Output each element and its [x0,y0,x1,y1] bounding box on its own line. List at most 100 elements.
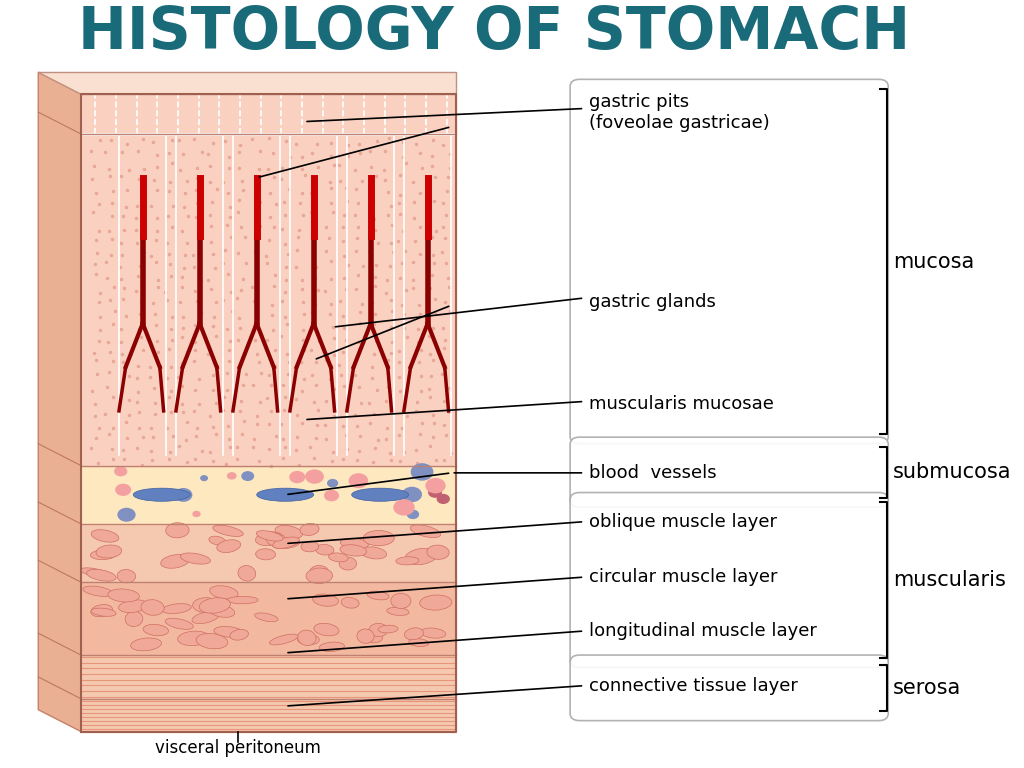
Ellipse shape [319,642,344,651]
Text: longitudinal muscle layer: longitudinal muscle layer [589,622,817,640]
Bar [81,94,456,134]
Ellipse shape [193,598,220,613]
Ellipse shape [329,553,348,562]
Ellipse shape [301,541,318,552]
Ellipse shape [272,539,300,548]
Ellipse shape [256,531,283,541]
Bar [81,655,456,699]
Ellipse shape [387,607,409,615]
Text: muscularis: muscularis [893,570,1006,590]
Ellipse shape [117,570,135,583]
Ellipse shape [143,624,169,636]
Text: blood  vessels: blood vessels [589,464,717,482]
Ellipse shape [298,630,316,646]
Circle shape [401,487,422,502]
Ellipse shape [272,537,299,548]
Ellipse shape [275,525,302,538]
FancyBboxPatch shape [570,437,888,507]
Ellipse shape [90,550,116,560]
Ellipse shape [421,628,445,638]
Ellipse shape [217,540,241,552]
Ellipse shape [96,545,122,558]
Text: serosa: serosa [893,678,962,698]
Ellipse shape [119,600,147,613]
Text: HISTOLOGY OF STOMACH: HISTOLOGY OF STOMACH [78,4,910,61]
Ellipse shape [341,598,359,608]
Ellipse shape [360,547,387,559]
Ellipse shape [108,589,139,602]
Ellipse shape [357,630,382,643]
Circle shape [118,508,135,521]
Ellipse shape [340,545,367,556]
Ellipse shape [309,565,329,581]
Ellipse shape [141,600,164,615]
Bar [81,699,456,732]
Ellipse shape [178,631,210,646]
Bar [81,524,456,582]
Ellipse shape [427,545,450,559]
Ellipse shape [357,629,374,644]
Ellipse shape [312,594,339,606]
Circle shape [411,463,433,481]
Ellipse shape [266,534,287,547]
Text: gastric pits
(foveolae gastricae): gastric pits (foveolae gastricae) [589,93,770,131]
Text: visceral peritoneum: visceral peritoneum [155,739,321,756]
Ellipse shape [91,530,119,542]
Circle shape [305,469,324,484]
Ellipse shape [340,538,369,549]
Circle shape [324,490,339,502]
Ellipse shape [191,611,219,624]
Ellipse shape [165,618,194,629]
Ellipse shape [298,634,319,645]
Circle shape [227,472,237,480]
Ellipse shape [255,613,278,621]
Ellipse shape [269,634,298,645]
Text: gastric glands: gastric glands [589,293,716,310]
Ellipse shape [196,634,227,649]
Bar [81,582,456,655]
Ellipse shape [378,625,398,633]
Ellipse shape [131,638,162,650]
Bar [81,465,456,524]
Ellipse shape [209,536,225,545]
Ellipse shape [315,545,334,555]
Ellipse shape [87,569,116,581]
Circle shape [115,484,131,496]
Ellipse shape [210,586,238,599]
Ellipse shape [411,525,440,538]
FancyBboxPatch shape [570,655,888,720]
Ellipse shape [133,488,190,502]
Ellipse shape [339,557,356,570]
Ellipse shape [396,557,419,565]
FancyBboxPatch shape [570,492,888,667]
Ellipse shape [300,524,319,535]
Ellipse shape [351,488,409,502]
Ellipse shape [306,568,333,584]
Ellipse shape [125,611,142,627]
Ellipse shape [180,553,211,564]
Circle shape [289,471,305,483]
Ellipse shape [208,604,234,617]
Ellipse shape [314,624,339,636]
Text: mucosa: mucosa [893,252,974,272]
Polygon shape [38,72,456,94]
Text: circular muscle layer: circular muscle layer [589,568,777,586]
Ellipse shape [91,604,113,617]
Text: oblique muscle layer: oblique muscle layer [589,513,777,531]
Circle shape [200,475,208,482]
Ellipse shape [257,488,313,502]
Ellipse shape [91,608,116,617]
Ellipse shape [256,549,275,560]
Circle shape [428,487,442,498]
Ellipse shape [229,630,249,641]
Polygon shape [38,72,81,732]
Ellipse shape [80,568,108,577]
Circle shape [393,499,415,515]
Ellipse shape [404,627,424,640]
Circle shape [327,479,338,488]
Text: connective tissue layer: connective tissue layer [589,677,798,694]
Ellipse shape [391,594,411,608]
Bar [81,94,456,465]
Circle shape [174,488,193,502]
Text: submucosa: submucosa [893,462,1012,482]
